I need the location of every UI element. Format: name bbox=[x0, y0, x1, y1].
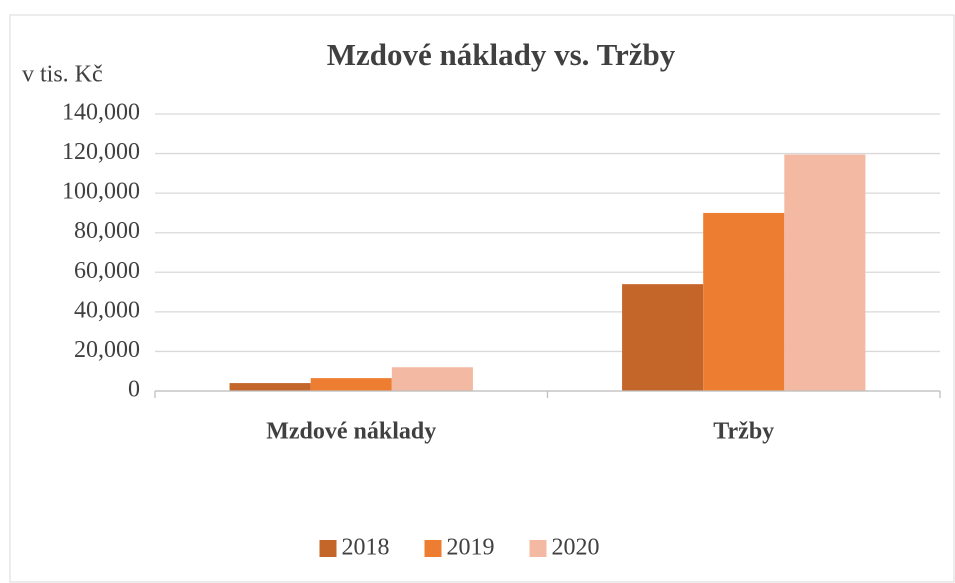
y-tick-label: 120,000 bbox=[62, 139, 140, 165]
y-tick-label: 20,000 bbox=[74, 337, 140, 363]
x-tick-label: Tržby bbox=[713, 419, 774, 445]
bar bbox=[229, 383, 311, 391]
legend-label: 2018 bbox=[342, 535, 390, 561]
legend-swatch bbox=[319, 540, 337, 557]
bar bbox=[703, 212, 785, 391]
y-axis-label: v tis. Kč bbox=[22, 62, 103, 88]
y-tick-label: 40,000 bbox=[74, 297, 140, 323]
bar bbox=[622, 284, 704, 391]
bar bbox=[784, 154, 866, 391]
x-tick-label: Mzdové náklady bbox=[266, 419, 436, 445]
chart-title: Mzdové náklady vs. Tržby bbox=[327, 37, 676, 72]
y-tick-label: 100,000 bbox=[62, 179, 140, 205]
legend-swatch bbox=[529, 540, 547, 557]
y-tick-label: 0 bbox=[128, 377, 140, 403]
y-tick-label: 80,000 bbox=[74, 218, 140, 244]
legend-label: 2019 bbox=[447, 535, 495, 561]
bar bbox=[310, 378, 392, 391]
y-tick-label: 140,000 bbox=[62, 100, 140, 126]
legend-swatch bbox=[424, 540, 442, 557]
legend-label: 2020 bbox=[552, 535, 600, 561]
bar bbox=[391, 367, 473, 391]
y-tick-label: 60,000 bbox=[74, 258, 140, 284]
